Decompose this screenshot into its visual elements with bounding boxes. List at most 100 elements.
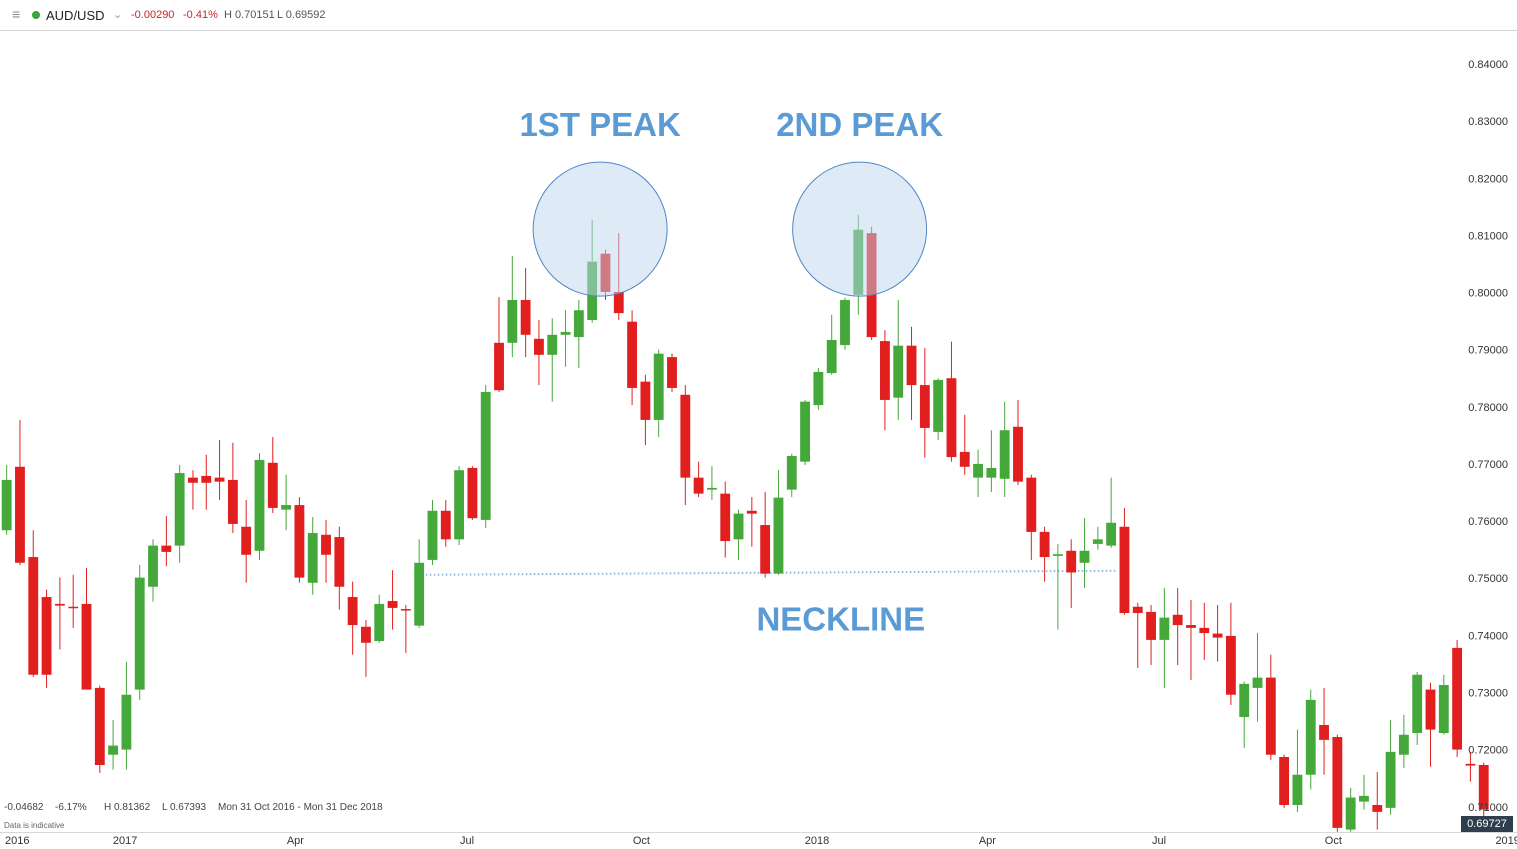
candle-body [773, 497, 784, 574]
candle-body [680, 394, 691, 478]
x-tick-label: 2019 [1495, 835, 1517, 847]
candle-body [906, 345, 917, 386]
x-tick-label: Jul [460, 835, 474, 847]
candle-body [161, 545, 172, 552]
candle-body [1279, 757, 1290, 806]
candle-body [54, 603, 65, 606]
candle-body [28, 557, 39, 675]
candle-body [507, 299, 518, 343]
candle-body [41, 597, 52, 675]
candle-body [720, 493, 731, 542]
candle-body [1039, 531, 1050, 558]
candle-body [1292, 774, 1303, 806]
candle-body [1132, 606, 1143, 614]
x-tick-label: Apr [979, 835, 996, 847]
candle-body [826, 339, 837, 374]
candle-body [986, 467, 997, 478]
candle-body [946, 378, 957, 458]
candle-body [893, 345, 904, 398]
x-tick-label: Apr [287, 835, 304, 847]
candle-body [1079, 550, 1090, 563]
x-tick-label: 2016 [5, 835, 29, 847]
period-low: L 0.67393 [162, 802, 207, 813]
candle-body [1199, 627, 1210, 634]
candle-body [1265, 677, 1276, 755]
candle-body [999, 430, 1010, 479]
y-tick-label: 0.77000 [1468, 459, 1508, 471]
change-pct: -0.41% [183, 9, 218, 21]
candle-body [613, 291, 624, 314]
candle-body [281, 505, 292, 510]
candle-body [494, 342, 504, 391]
candle-body [254, 459, 265, 551]
candle-body [1478, 765, 1489, 810]
candle-body [1425, 689, 1436, 730]
candle-body [321, 534, 331, 555]
candle-body [1452, 647, 1463, 750]
candle-body [201, 475, 212, 483]
candle-body [653, 353, 664, 420]
candle-body [480, 391, 491, 520]
candle-body [534, 338, 544, 355]
y-tick-label: 0.74000 [1468, 630, 1508, 642]
y-tick-label: 0.83000 [1468, 116, 1508, 128]
low: L 0.69592 [277, 9, 326, 21]
candle-body [1359, 795, 1369, 802]
x-tick-label: 2017 [113, 835, 137, 847]
candle-body [361, 626, 371, 643]
candle-body [1252, 677, 1263, 688]
y-tick-label: 0.72000 [1468, 745, 1508, 757]
y-tick-label: 0.82000 [1468, 173, 1508, 185]
candle-body [467, 467, 478, 519]
peak-circle [532, 161, 668, 297]
candle-body [707, 487, 717, 490]
symbol[interactable]: AUD/USD [46, 8, 105, 23]
candle-body [108, 745, 119, 755]
candle-body [241, 526, 252, 555]
period-range: Mon 31 Oct 2016 - Mon 31 Dec 2018 [218, 802, 383, 813]
candle-body [1052, 554, 1063, 556]
candle-body [121, 694, 132, 750]
candle-body [693, 477, 704, 494]
period-change: -0.04682 [4, 802, 44, 813]
y-tick-label: 0.73000 [1468, 688, 1508, 700]
candle-body [1372, 805, 1383, 812]
candle-body [307, 533, 318, 583]
candle-body [520, 299, 531, 335]
candle-body [1119, 526, 1130, 614]
candle-body [148, 545, 158, 587]
neckline [425, 569, 1118, 576]
candle-body [1186, 625, 1196, 628]
candle-body [174, 473, 185, 546]
candle-body [414, 562, 425, 626]
header-bar: ≡ AUD/USD ⌄ -0.00290 -0.41% H 0.70151 L … [0, 0, 1517, 31]
candle-body [733, 513, 744, 540]
candle-body [214, 477, 225, 482]
high: H 0.70151 [224, 9, 275, 21]
candle-body [1013, 426, 1023, 482]
candle-body [627, 321, 638, 388]
candle-body [800, 401, 810, 462]
candle-body [1465, 763, 1476, 766]
symbol-dropdown[interactable]: ⌄ [113, 9, 123, 21]
x-tick-label: 2018 [805, 835, 829, 847]
neckline-label: NECKLINE [756, 600, 925, 637]
candle-body [1239, 683, 1250, 718]
status-dot [32, 11, 40, 19]
candle-body [1319, 725, 1329, 740]
candle-body [933, 379, 944, 432]
candle-body [1305, 699, 1316, 775]
x-tick-label: Jul [1152, 835, 1166, 847]
candle-body [454, 470, 465, 540]
candle-body [840, 299, 850, 346]
candle-body [440, 510, 451, 540]
menu-icon[interactable]: ≡ [12, 6, 21, 22]
candle-body [94, 687, 105, 766]
candle-body [573, 310, 584, 338]
candle-body [1066, 550, 1077, 573]
candle-body [1106, 522, 1117, 546]
period-high: H 0.81362 [104, 802, 151, 813]
x-tick-label: Oct [1325, 835, 1342, 847]
candle-body [1385, 751, 1396, 808]
